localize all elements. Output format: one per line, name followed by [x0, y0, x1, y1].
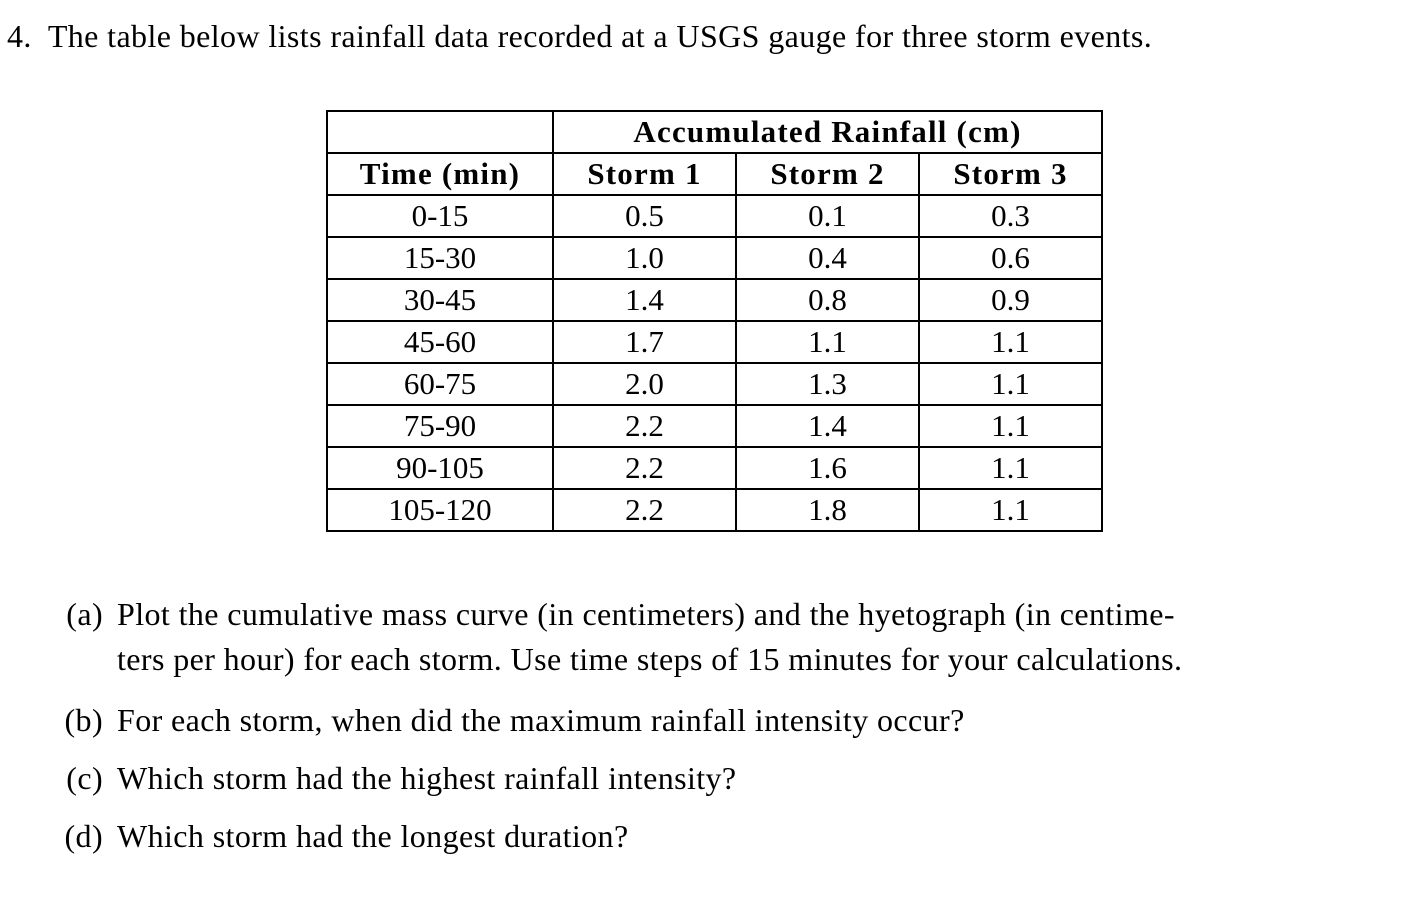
- question-d-line-1: Which storm had the longest duration?: [117, 818, 629, 854]
- problem-statement: 4. The table below lists rainfall data re…: [7, 18, 1152, 55]
- value-cell: 2.2: [552, 446, 737, 490]
- table-row: 0-15 0.5 0.1 0.3: [326, 194, 1104, 238]
- empty-corner-cell: [326, 110, 554, 154]
- problem-number: 4.: [7, 18, 32, 54]
- value-cell: 2.2: [552, 404, 737, 448]
- question-d-text: Which storm had the longest duration?: [117, 814, 1397, 859]
- value-cell: 1.1: [735, 320, 920, 364]
- table-row: 90-105 2.2 1.6 1.1: [326, 446, 1104, 490]
- value-cell: 1.0: [552, 236, 737, 280]
- value-cell: 0.1: [735, 194, 920, 238]
- value-cell: 0.3: [917, 194, 1104, 238]
- value-cell: 0.5: [552, 194, 737, 238]
- time-cell: 90-105: [326, 446, 554, 490]
- question-d-label: (d): [64, 818, 103, 854]
- time-cell: 45-60: [326, 320, 554, 364]
- value-cell: 1.1: [917, 362, 1104, 406]
- value-cell: 1.8: [735, 488, 920, 532]
- accumulated-rainfall-header: Accumulated Rainfall (cm): [551, 110, 1104, 154]
- time-cell: 30-45: [326, 278, 554, 322]
- question-b: (b) For each storm, when did the maximum…: [0, 698, 1412, 743]
- value-cell: 1.1: [917, 320, 1104, 364]
- value-cell: 0.4: [735, 236, 920, 280]
- question-c-line-1: Which storm had the highest rainfall int…: [117, 760, 737, 796]
- question-c-text: Which storm had the highest rainfall int…: [117, 756, 1397, 801]
- question-a-line-1: Plot the cumulative mass curve (in centi…: [117, 596, 1175, 632]
- table-row: 30-45 1.4 0.8 0.9: [326, 278, 1104, 322]
- value-cell: 1.4: [552, 278, 737, 322]
- value-cell: 2.2: [552, 488, 737, 532]
- col-header-time: Time (min): [326, 152, 554, 196]
- time-cell: 0-15: [326, 194, 554, 238]
- table-row: 45-60 1.7 1.1 1.1: [326, 320, 1104, 364]
- question-a-text: Plot the cumulative mass curve (in centi…: [117, 592, 1397, 682]
- question-a-line-2: ters per hour) for each storm. Use time …: [117, 641, 1183, 677]
- question-c-label: (c): [66, 760, 103, 796]
- value-cell: 2.0: [552, 362, 737, 406]
- value-cell: 0.9: [917, 278, 1104, 322]
- question-c: (c) Which storm had the highest rainfall…: [0, 756, 1412, 801]
- value-cell: 1.6: [735, 446, 920, 490]
- table-row: 75-90 2.2 1.4 1.1: [326, 404, 1104, 448]
- table-row-spanning-header: Accumulated Rainfall (cm): [326, 110, 1104, 154]
- table-row-column-headers: Time (min) Storm 1 Storm 2 Storm 3: [326, 152, 1104, 196]
- value-cell: 1.1: [917, 446, 1104, 490]
- col-header-storm-3: Storm 3: [917, 152, 1104, 196]
- time-cell: 75-90: [326, 404, 554, 448]
- value-cell: 1.7: [552, 320, 737, 364]
- value-cell: 0.6: [917, 236, 1104, 280]
- col-header-storm-2: Storm 2: [735, 152, 920, 196]
- time-cell: 15-30: [326, 236, 554, 280]
- question-b-text: For each storm, when did the maximum rai…: [117, 698, 1397, 743]
- question-a: (a) Plot the cumulative mass curve (in c…: [0, 592, 1412, 682]
- value-cell: 1.1: [917, 404, 1104, 448]
- time-cell: 60-75: [326, 362, 554, 406]
- question-b-line-1: For each storm, when did the maximum rai…: [117, 702, 965, 738]
- problem-intro-text: The table below lists rainfall data reco…: [47, 18, 1153, 54]
- value-cell: 1.1: [917, 488, 1104, 532]
- table-row: 15-30 1.0 0.4 0.6: [326, 236, 1104, 280]
- question-a-label: (a): [66, 596, 103, 632]
- rainfall-table: Accumulated Rainfall (cm) Time (min) Sto…: [326, 110, 1104, 532]
- table-row: 60-75 2.0 1.3 1.1: [326, 362, 1104, 406]
- time-cell: 105-120: [326, 488, 554, 532]
- table-row: 105-120 2.2 1.8 1.1: [326, 488, 1104, 532]
- question-d: (d) Which storm had the longest duration…: [0, 814, 1412, 859]
- question-b-label: (b): [64, 702, 103, 738]
- value-cell: 1.4: [735, 404, 920, 448]
- col-header-storm-1: Storm 1: [552, 152, 737, 196]
- value-cell: 0.8: [735, 278, 920, 322]
- value-cell: 1.3: [735, 362, 920, 406]
